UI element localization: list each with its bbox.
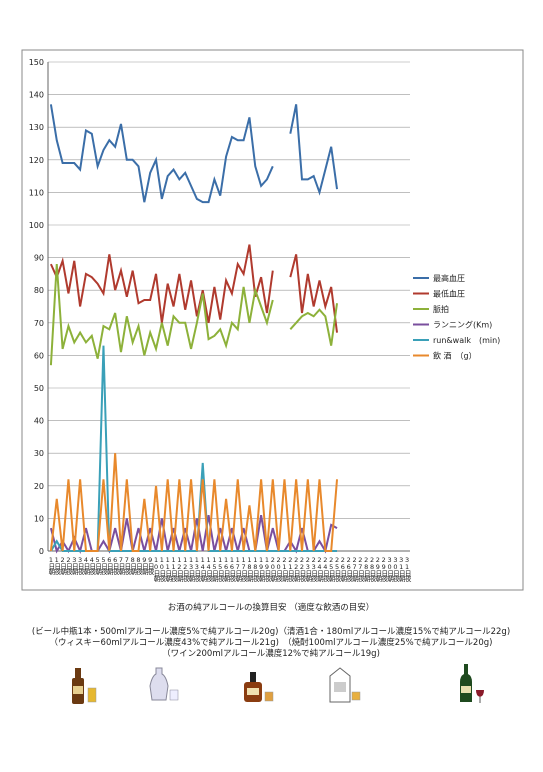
x-tick-label: 27日朝 [351,556,359,583]
x-tick-label: 22日朝 [292,556,300,583]
series-line [49,453,339,552]
x-tick-label: 26日朝 [339,556,347,583]
x-tick-label: 19日朝 [257,556,265,583]
x-tick-label: 23日朝 [304,556,312,583]
x-tick-label: 20日夜 [275,556,283,583]
beer-icon [72,668,97,704]
series-line [49,264,339,366]
x-tick-label: 23日夜 [310,556,318,583]
y-tick-label: 80 [34,286,44,295]
x-tick-label: 18日朝 [245,556,253,583]
x-tick-label: 7日朝 [117,556,125,576]
y-tick-label: 50 [34,384,44,393]
y-tick-label: 150 [29,58,44,67]
x-tick-label: 28日夜 [368,556,376,583]
y-tick-label: 10 [34,514,44,523]
x-tick-label: 15日朝 [210,556,218,583]
x-tick-label: 12日朝 [175,556,183,583]
x-tick-label: 21日夜 [286,556,294,583]
x-tick-label: 3日夜 [76,556,84,576]
x-tick-label: 3日朝 [70,556,78,576]
x-tick-label: 16日朝 [222,556,230,583]
x-tick-label: 6日夜 [111,556,119,576]
x-tick-label: 16日夜 [228,556,236,583]
legend-label: ランニング(Km) [433,320,492,330]
legend-label: 脈拍 [433,304,449,314]
x-tick-label: 12日夜 [181,556,189,583]
chart-frame [21,49,524,591]
x-tick-label: 17日朝 [234,556,242,583]
x-tick-label: 25日夜 [333,556,341,583]
x-tick-label: 4日夜 [88,556,96,576]
y-tick-label: 40 [34,417,44,426]
y-tick-label: 0 [39,547,44,556]
y-tick-label: 60 [34,351,44,360]
sake-icon [149,667,179,701]
y-tick-label: 110 [29,188,44,197]
x-tick-label: 9日夜 [146,556,154,576]
x-tick-label: 24日朝 [316,556,324,583]
legend-label: run&walk (min) [433,336,500,345]
wine-icon [460,664,484,703]
x-tick-label: 22日夜 [298,556,306,583]
legend-label: 最高血圧 [433,273,465,283]
x-tick-label: 17日夜 [240,556,248,583]
x-tick-label: 19日夜 [263,556,271,583]
x-tick-label: 21日朝 [280,556,288,583]
x-tick-label: 30日朝 [386,556,394,583]
legend-label: 飲 酒 （g） [433,351,477,361]
x-tick-label: 24日夜 [321,556,329,583]
y-tick-label: 140 [29,91,44,100]
x-tick-label: 26日夜 [345,556,353,583]
y-tick-label: 130 [29,123,44,132]
x-tick-label: 2日朝 [59,556,67,576]
x-tick-label: 30日夜 [391,556,399,583]
x-tick-label: 25日朝 [327,556,335,583]
note-line: (ビール中瓶1本・500mlアルコール濃度5%で純アルコール20g)（清酒1合・… [32,626,510,637]
x-tick-label: 31日朝 [397,556,405,583]
x-tick-label: 29日朝 [374,556,382,583]
x-tick-label: 28日朝 [362,556,370,583]
series-line [49,104,339,204]
x-tick-label: 11日夜 [170,556,178,583]
x-tick-label: 14日朝 [199,556,207,583]
x-tick-label: 8日夜 [135,556,143,576]
x-tick-label: 7日夜 [123,556,131,576]
x-tick-label: 18日夜 [251,556,259,583]
x-tick-label: 14日夜 [205,556,213,583]
y-tick-label: 30 [34,449,44,458]
x-tick-label: 4日朝 [82,556,90,576]
shochu-icon [329,667,361,703]
note-line: （ワイン200mlアルコール濃度12%で純アルコール19g) [162,648,380,659]
whisky-icon [244,672,274,702]
y-tick-label: 90 [34,254,44,263]
x-tick-label: 5日夜 [99,556,107,576]
x-tick-label: 10日夜 [158,556,166,583]
x-tick-label: 31日夜 [403,556,411,583]
legend-label: 最低血圧 [433,289,465,299]
y-tick-label: 100 [29,221,44,230]
note-line: （ウィスキー60mlアルコール濃度43%で純アルコール21g) （焼酎100ml… [50,637,493,648]
x-tick-label: 10日朝 [152,556,160,583]
x-tick-label: 11日朝 [164,556,172,583]
x-tick-label: 29日夜 [380,556,388,583]
notes-title: お酒の純アルコールの換算目安 （適度な飲酒の目安） [168,602,374,613]
y-tick-label: 70 [34,319,44,328]
x-tick-label: 13日朝 [187,556,195,583]
x-tick-label: 20日朝 [269,556,277,583]
x-tick-label: 2日夜 [64,556,72,576]
x-tick-label: 5日朝 [94,556,102,576]
x-tick-label: 9日朝 [140,556,148,576]
x-tick-label: 13日夜 [193,556,201,583]
y-tick-label: 120 [29,156,44,165]
x-tick-label: 1日夜 [53,556,61,576]
x-tick-label: 15日夜 [216,556,224,583]
x-tick-label: 6日朝 [105,556,113,576]
y-tick-label: 20 [34,482,44,491]
x-tick-label: 8日朝 [129,556,137,576]
x-tick-label: 1日朝 [47,556,55,576]
x-tick-label: 27日夜 [356,556,364,583]
